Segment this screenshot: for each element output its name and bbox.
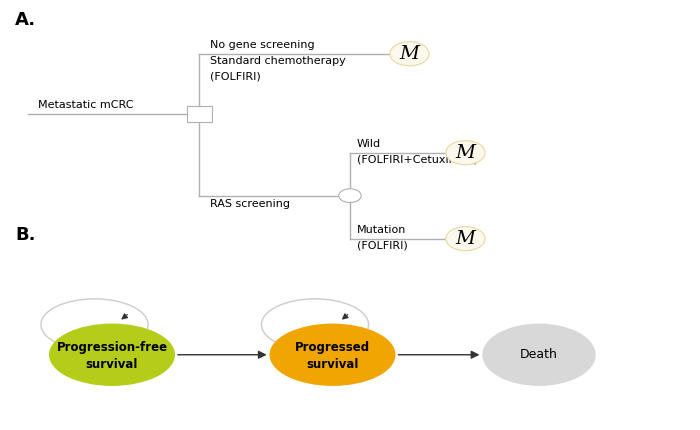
Text: survival: survival xyxy=(307,358,358,371)
Text: Wild: Wild xyxy=(357,139,381,149)
Text: (FOLFIRI): (FOLFIRI) xyxy=(357,241,407,251)
FancyBboxPatch shape xyxy=(187,106,212,122)
Ellipse shape xyxy=(482,323,596,386)
Text: Standard chemotherapy: Standard chemotherapy xyxy=(210,56,346,66)
Circle shape xyxy=(339,189,361,203)
Text: No gene screening: No gene screening xyxy=(210,40,314,50)
Text: Progressed: Progressed xyxy=(295,341,370,353)
Text: M: M xyxy=(400,45,419,63)
Circle shape xyxy=(446,141,485,165)
Text: RAS screening: RAS screening xyxy=(210,199,290,209)
Text: Metastatic mCRC: Metastatic mCRC xyxy=(38,100,134,110)
Ellipse shape xyxy=(49,323,175,386)
Text: survival: survival xyxy=(86,358,138,371)
Circle shape xyxy=(446,227,485,251)
Text: M: M xyxy=(456,144,475,162)
Text: (FOLFIRI): (FOLFIRI) xyxy=(210,72,260,82)
Text: M: M xyxy=(456,230,475,248)
Circle shape xyxy=(390,42,429,66)
Text: Death: Death xyxy=(520,348,558,361)
Text: B.: B. xyxy=(15,226,36,244)
Ellipse shape xyxy=(270,323,395,386)
Text: Mutation: Mutation xyxy=(357,225,407,235)
Text: A.: A. xyxy=(15,11,36,29)
Text: Progression-free: Progression-free xyxy=(57,341,167,353)
Text: (FOLFIRI+Cetuximab): (FOLFIRI+Cetuximab) xyxy=(357,155,477,165)
